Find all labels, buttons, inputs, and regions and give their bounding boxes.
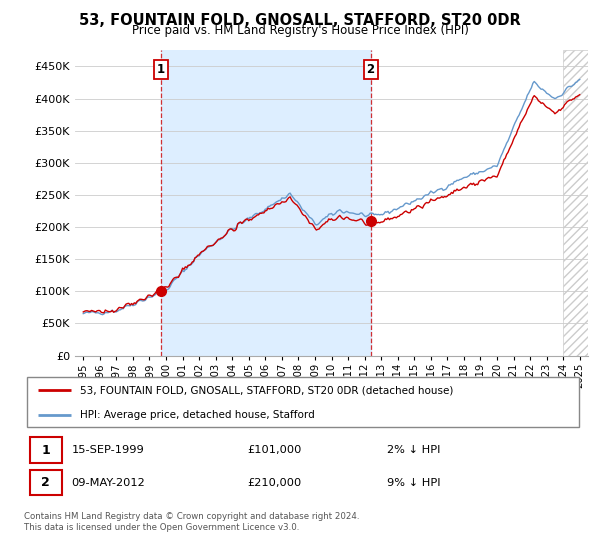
FancyBboxPatch shape: [29, 437, 62, 463]
Text: £210,000: £210,000: [247, 478, 301, 488]
Text: 15-SEP-1999: 15-SEP-1999: [71, 445, 144, 455]
Text: Price paid vs. HM Land Registry's House Price Index (HPI): Price paid vs. HM Land Registry's House …: [131, 24, 469, 37]
Text: 09-MAY-2012: 09-MAY-2012: [71, 478, 145, 488]
Text: 2: 2: [367, 63, 374, 76]
Text: HPI: Average price, detached house, Stafford: HPI: Average price, detached house, Staf…: [80, 410, 314, 420]
Bar: [563, 50, 588, 356]
Bar: [161, 50, 371, 356]
FancyBboxPatch shape: [29, 470, 62, 496]
Text: 53, FOUNTAIN FOLD, GNOSALL, STAFFORD, ST20 0DR (detached house): 53, FOUNTAIN FOLD, GNOSALL, STAFFORD, ST…: [80, 385, 453, 395]
Text: 9% ↓ HPI: 9% ↓ HPI: [387, 478, 440, 488]
Text: £101,000: £101,000: [247, 445, 302, 455]
Text: 1: 1: [157, 63, 165, 76]
Text: 2: 2: [41, 477, 50, 489]
Text: Contains HM Land Registry data © Crown copyright and database right 2024.
This d: Contains HM Land Registry data © Crown c…: [24, 512, 359, 532]
Text: 1: 1: [41, 444, 50, 456]
Text: 53, FOUNTAIN FOLD, GNOSALL, STAFFORD, ST20 0DR: 53, FOUNTAIN FOLD, GNOSALL, STAFFORD, ST…: [79, 13, 521, 28]
FancyBboxPatch shape: [27, 377, 578, 427]
Text: 2% ↓ HPI: 2% ↓ HPI: [387, 445, 440, 455]
